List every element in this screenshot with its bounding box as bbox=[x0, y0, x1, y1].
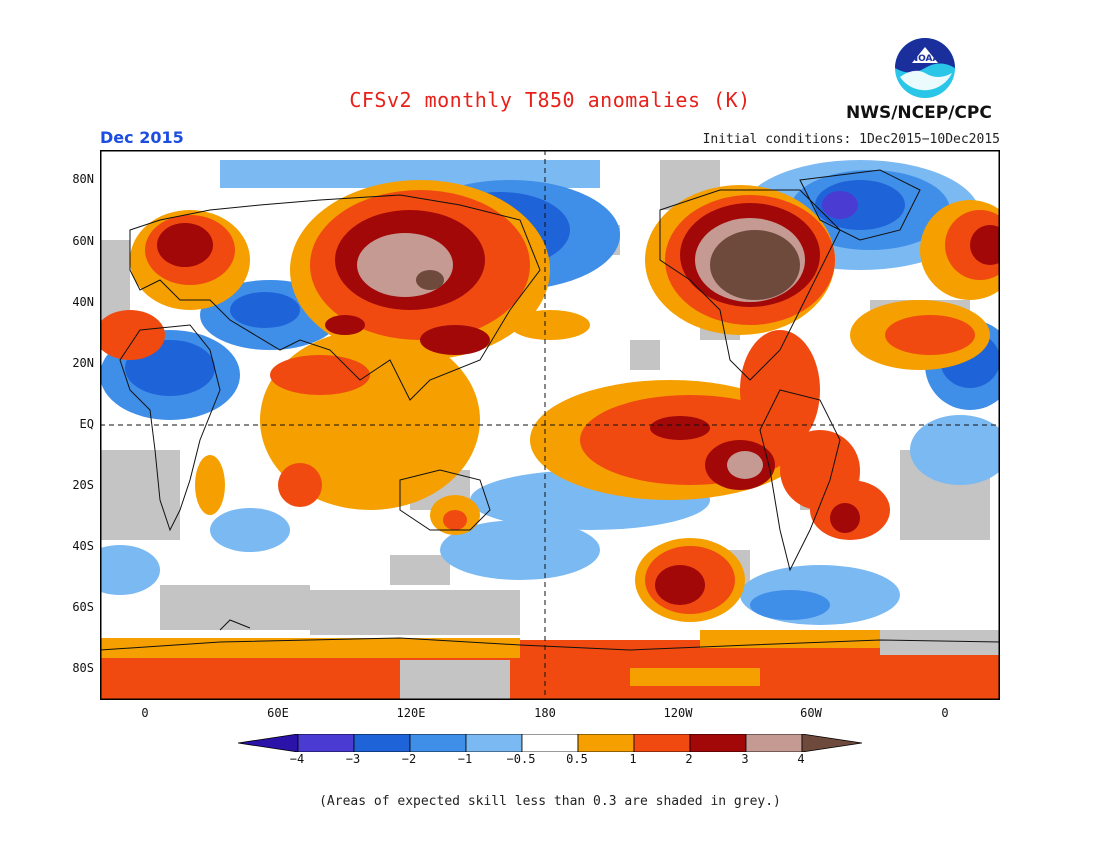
noaa-logo: NOAA bbox=[895, 38, 955, 98]
colorbar-label: 3 bbox=[741, 752, 749, 766]
x-label: 120W bbox=[663, 706, 693, 720]
colorbar bbox=[238, 734, 862, 752]
y-label: EQ bbox=[79, 417, 94, 431]
colorbar-label: 2 bbox=[685, 752, 693, 766]
colorbar-label: 4 bbox=[797, 752, 805, 766]
logo-text: NOAA bbox=[911, 54, 940, 64]
continent-outlines bbox=[100, 169, 1000, 651]
y-label: 80N bbox=[72, 172, 94, 186]
colorbar-label: −0.5 bbox=[506, 752, 536, 766]
x-label: 60W bbox=[800, 706, 822, 720]
cold-anomalies bbox=[100, 160, 1000, 625]
colorbar-label: −2 bbox=[401, 752, 417, 766]
initial-conditions-label: Initial conditions: 1Dec2015−10Dec2015 bbox=[702, 132, 1000, 147]
x-label: 180 bbox=[534, 706, 556, 720]
x-label: 60E bbox=[267, 706, 289, 720]
y-label: 40N bbox=[72, 295, 94, 309]
colorbar-segment bbox=[353, 734, 411, 752]
colorbar-arrow-left bbox=[238, 734, 299, 752]
colorbar-segment bbox=[409, 734, 467, 752]
colorbar-segment bbox=[465, 734, 523, 752]
colorbar-segment bbox=[633, 734, 691, 752]
y-label: 20S bbox=[72, 478, 94, 492]
colorbar-segment bbox=[297, 734, 355, 752]
x-label: 0 bbox=[141, 706, 149, 720]
y-label: 80S bbox=[72, 661, 94, 675]
footnote: (Areas of expected skill less than 0.3 a… bbox=[319, 794, 781, 809]
colorbar-label: −3 bbox=[345, 752, 361, 766]
colorbar-segment bbox=[689, 734, 747, 752]
colorbar-label: −4 bbox=[289, 752, 305, 766]
y-label: 20N bbox=[72, 356, 94, 370]
colorbar-segment bbox=[745, 734, 803, 752]
colorbar-label: −1 bbox=[457, 752, 473, 766]
x-label: 0 bbox=[941, 706, 949, 720]
chart-title: CFSv2 monthly T850 anomalies (K) bbox=[349, 88, 751, 112]
month-label: Dec 2015 bbox=[100, 128, 184, 147]
map-frame bbox=[100, 150, 1000, 700]
y-label: 60N bbox=[72, 234, 94, 248]
anomaly-map bbox=[100, 150, 1000, 700]
y-label: 40S bbox=[72, 539, 94, 553]
y-label: 60S bbox=[72, 600, 94, 614]
agency-label: NWS/NCEP/CPC bbox=[846, 103, 992, 123]
x-label: 120E bbox=[396, 706, 426, 720]
colorbar-arrow-right bbox=[801, 734, 862, 752]
colorbar-label: 1 bbox=[629, 752, 637, 766]
colorbar-segment bbox=[521, 734, 579, 752]
colorbar-label: 0.5 bbox=[566, 752, 588, 766]
colorbar-segment bbox=[577, 734, 635, 752]
